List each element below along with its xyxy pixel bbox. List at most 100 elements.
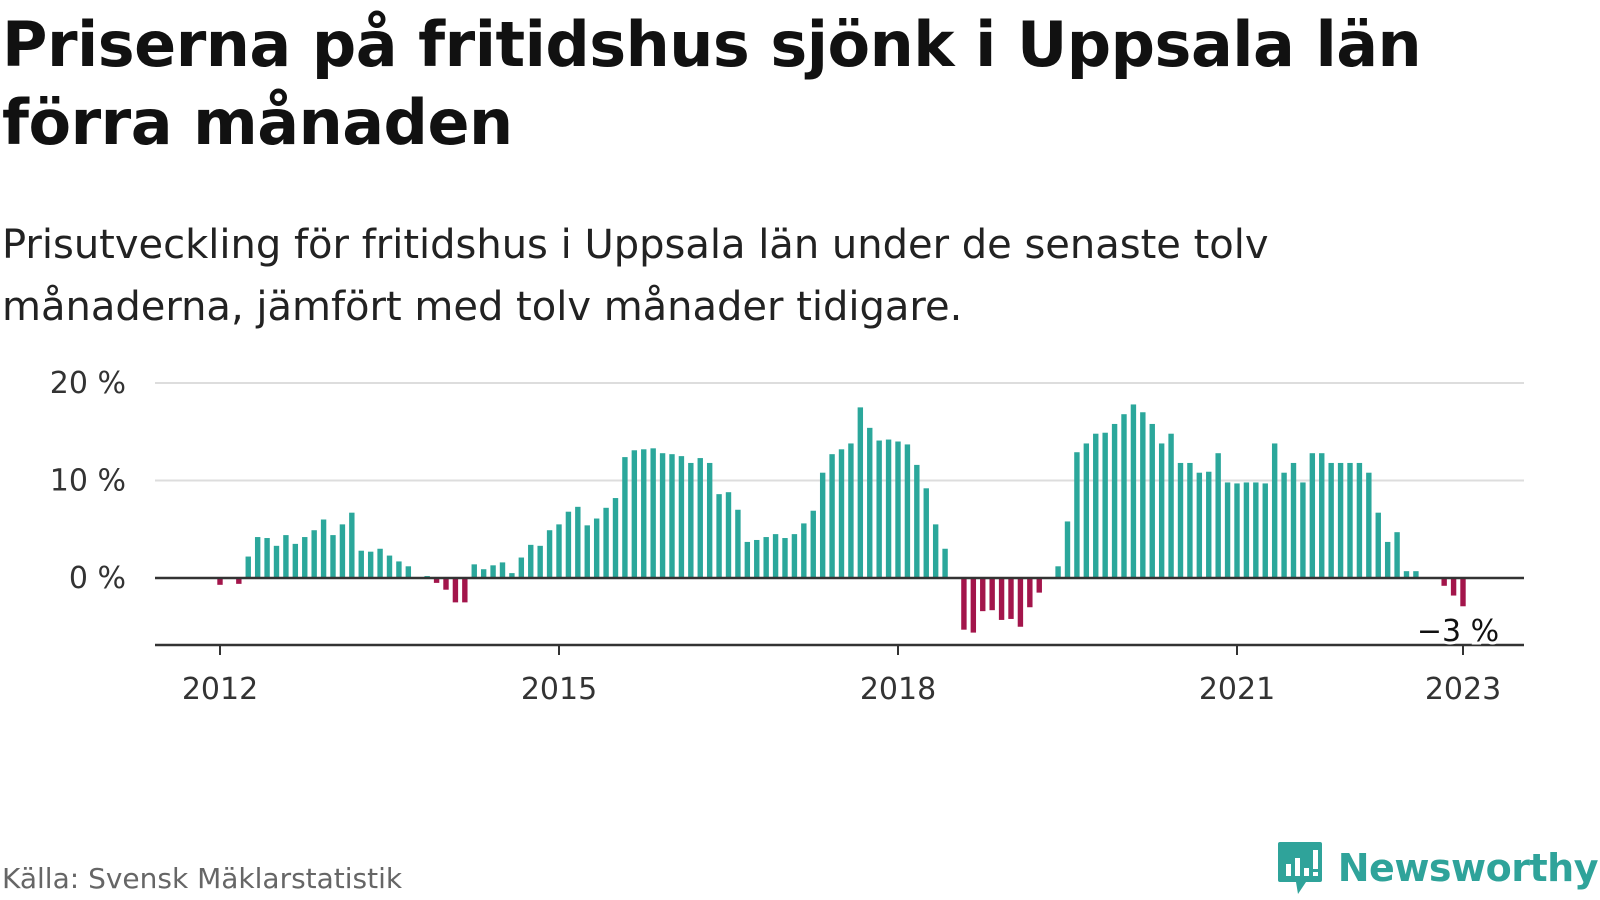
bar: [1328, 462, 1334, 578]
bar: [367, 551, 374, 578]
source-note: Källa: Svensk Mäklarstatistik: [2, 862, 403, 895]
bar: [1224, 482, 1231, 578]
bar: [236, 578, 242, 584]
y-tick-label: 0 %: [69, 561, 126, 596]
bar: [1177, 462, 1184, 578]
x-tick-label: 2018: [860, 672, 936, 707]
bar: [942, 548, 948, 578]
bar-series: [217, 404, 1466, 633]
bar: [584, 525, 590, 578]
bar: [838, 449, 845, 578]
bar: [405, 566, 412, 578]
bar: [1140, 412, 1146, 578]
bar: [1403, 571, 1410, 578]
x-tick-label: 2012: [182, 672, 258, 707]
bar: [819, 472, 826, 578]
bar: [302, 537, 308, 578]
bar: [217, 578, 223, 585]
bar: [1168, 433, 1174, 578]
bar: [1337, 462, 1344, 578]
bar: [1347, 462, 1353, 578]
bar: [386, 555, 393, 578]
x-tick-label: 2015: [521, 672, 597, 707]
bar: [330, 535, 336, 578]
bar: [471, 564, 477, 578]
bar: [1243, 482, 1250, 578]
bar: [923, 488, 929, 578]
bar: [377, 548, 383, 578]
bar: [1356, 462, 1363, 578]
chart-subtitle: Prisutveckling för fritidshus i Uppsala …: [2, 222, 1269, 330]
bar: [932, 524, 939, 578]
bar: [1366, 472, 1372, 578]
bar: [443, 578, 449, 590]
bar: [772, 534, 779, 578]
bar: [782, 538, 788, 578]
bar: [829, 454, 835, 578]
bar: [810, 510, 816, 578]
bar: [1093, 433, 1099, 578]
bar: [1196, 472, 1203, 578]
bar: [659, 453, 666, 578]
bar: [1460, 578, 1466, 607]
bar: [612, 498, 619, 578]
bar: [1008, 578, 1014, 619]
y-tick-label: 10 %: [50, 464, 126, 499]
bar: [1300, 482, 1306, 578]
bar: [1102, 432, 1108, 578]
brand-logo[interactable]: Newsworthy: [1276, 840, 1599, 896]
bar: [895, 441, 901, 578]
last-value-label: −3 %: [1417, 614, 1499, 649]
bar: [970, 578, 977, 633]
bar: [706, 462, 713, 578]
bar: [876, 440, 882, 578]
bar: [1083, 443, 1090, 578]
bar: [688, 462, 694, 578]
bar: [1281, 472, 1287, 578]
bar: [320, 519, 327, 578]
axes: [155, 576, 1524, 655]
bar: [1055, 566, 1061, 578]
bar: [801, 523, 807, 578]
bar: [349, 512, 355, 578]
bar: [358, 550, 364, 578]
bar: [1064, 521, 1071, 578]
bar: [631, 450, 638, 578]
bar: [1309, 453, 1316, 578]
bar: [961, 578, 967, 630]
bar: [904, 444, 911, 578]
bar: [254, 537, 261, 578]
bar: [867, 427, 873, 578]
bar: [1149, 423, 1155, 578]
bar: [556, 524, 562, 578]
bar-chart: 0 % 10 % 20 % 2012 2015 2018 2021 2023 −3 %: [50, 366, 1524, 707]
x-tick-label: 2023: [1425, 672, 1501, 707]
bar: [716, 494, 722, 578]
bar: [509, 573, 515, 578]
bar: [1111, 423, 1118, 578]
bar: [1036, 578, 1042, 593]
bar: [1253, 482, 1259, 578]
bar: [462, 578, 468, 603]
x-tick-label: 2021: [1199, 672, 1275, 707]
bar: [603, 507, 609, 578]
bar: [396, 561, 402, 578]
bar: [1319, 453, 1325, 578]
axis-labels: 0 % 10 % 20 % 2012 2015 2018 2021 2023 −3 %: [50, 366, 1502, 707]
bar: [650, 448, 656, 578]
bar: [1413, 571, 1419, 578]
bar: [283, 535, 289, 578]
bar: [433, 578, 440, 583]
bar: [697, 458, 703, 578]
bar: [669, 454, 675, 578]
bar: [575, 506, 581, 578]
bar: [1130, 404, 1137, 578]
bar: [273, 545, 280, 578]
brand-name: Newsworthy: [1337, 846, 1599, 890]
bar: [1441, 578, 1447, 586]
bar: [791, 534, 798, 578]
bar: [452, 578, 459, 603]
bar: [1206, 471, 1212, 578]
bar: [1450, 578, 1457, 596]
bar: [885, 439, 892, 578]
